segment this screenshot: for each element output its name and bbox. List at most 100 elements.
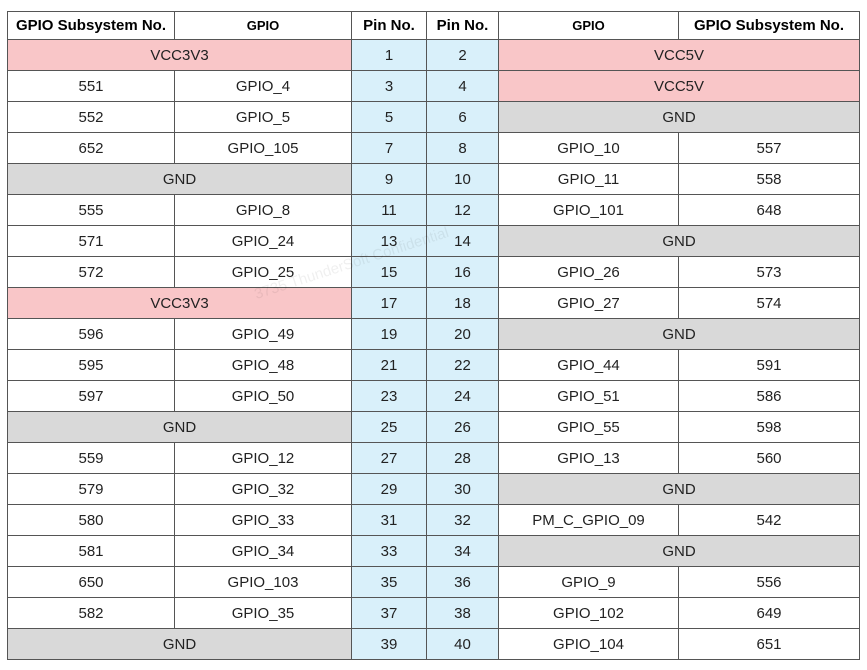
gpio-name-cell: PM_C_GPIO_09: [498, 504, 679, 536]
pin-number-cell: 3: [351, 70, 427, 102]
gpio-name-cell: GPIO_11: [498, 163, 679, 195]
gpio-name-cell: GPIO_55: [498, 411, 679, 443]
pin-number-cell: 28: [426, 442, 499, 474]
pin-number-cell: 31: [351, 504, 427, 536]
gpio-subsystem-cell: 582: [7, 597, 175, 629]
pin-number-cell: 16: [426, 256, 499, 288]
gpio-name-cell: GPIO_49: [174, 318, 352, 350]
header-pin-right: Pin No.: [426, 11, 499, 40]
pin-number-cell: 19: [351, 318, 427, 350]
gpio-name-cell: GPIO_33: [174, 504, 352, 536]
header-gpio-subsystem-left: GPIO Subsystem No.: [7, 11, 175, 40]
table-row: 581 GPIO_34 33 34 GND: [7, 535, 860, 567]
pin-number-cell: 29: [351, 473, 427, 505]
pin-number-cell: 32: [426, 504, 499, 536]
pin-number-cell: 38: [426, 597, 499, 629]
gpio-subsystem-cell: 557: [678, 132, 860, 164]
power-cell: VCC3V3: [7, 287, 352, 319]
gpio-name-cell: GPIO_35: [174, 597, 352, 629]
gpio-subsystem-cell: 551: [7, 70, 175, 102]
pin-number-cell: 20: [426, 318, 499, 350]
gpio-subsystem-cell: 595: [7, 349, 175, 381]
pin-number-cell: 8: [426, 132, 499, 164]
gpio-name-cell: GPIO_51: [498, 380, 679, 412]
gpio-subsystem-cell: 556: [678, 566, 860, 598]
pin-number-cell: 26: [426, 411, 499, 443]
pin-number-cell: 2: [426, 39, 499, 71]
gnd-cell: GND: [7, 628, 352, 660]
pin-number-cell: 30: [426, 473, 499, 505]
gpio-name-cell: GPIO_24: [174, 225, 352, 257]
gnd-cell: GND: [498, 318, 860, 350]
pin-number-cell: 21: [351, 349, 427, 381]
table-row: GND 39 40 GPIO_104 651: [7, 628, 860, 660]
gnd-cell: GND: [498, 473, 860, 505]
pin-number-cell: 15: [351, 256, 427, 288]
table-row: VCC3V3 1 2 VCC5V: [7, 39, 860, 71]
gpio-name-cell: GPIO_4: [174, 70, 352, 102]
table-row: 582 GPIO_35 37 38 GPIO_102 649: [7, 597, 860, 629]
header-gpio-left: GPIO: [174, 11, 352, 40]
gpio-subsystem-cell: 572: [7, 256, 175, 288]
gpio-subsystem-cell: 559: [7, 442, 175, 474]
power-cell: VCC3V3: [7, 39, 352, 71]
gpio-subsystem-cell: 651: [678, 628, 860, 660]
gpio-subsystem-cell: 542: [678, 504, 860, 536]
gpio-subsystem-cell: 581: [7, 535, 175, 567]
pin-number-cell: 22: [426, 349, 499, 381]
pin-number-cell: 36: [426, 566, 499, 598]
gpio-subsystem-cell: 597: [7, 380, 175, 412]
gpio-subsystem-cell: 648: [678, 194, 860, 226]
pin-number-cell: 35: [351, 566, 427, 598]
table-row: 580 GPIO_33 31 32 PM_C_GPIO_09 542: [7, 504, 860, 536]
table-row: 571 GPIO_24 13 14 GND: [7, 225, 860, 257]
gpio-pinout-table: GPIO Subsystem No. GPIO Pin No. Pin No. …: [7, 11, 860, 660]
table-row: GND 25 26 GPIO_55 598: [7, 411, 860, 443]
table-row: 650 GPIO_103 35 36 GPIO_9 556: [7, 566, 860, 598]
gpio-name-cell: GPIO_8: [174, 194, 352, 226]
pin-number-cell: 34: [426, 535, 499, 567]
gpio-name-cell: GPIO_102: [498, 597, 679, 629]
table-row: 597 GPIO_50 23 24 GPIO_51 586: [7, 380, 860, 412]
gpio-subsystem-cell: 591: [678, 349, 860, 381]
gpio-subsystem-cell: 586: [678, 380, 860, 412]
pin-number-cell: 37: [351, 597, 427, 629]
table-row: 572 GPIO_25 15 16 GPIO_26 573: [7, 256, 860, 288]
header-gpio-right: GPIO: [498, 11, 679, 40]
gpio-name-cell: GPIO_32: [174, 473, 352, 505]
gnd-cell: GND: [498, 225, 860, 257]
pin-number-cell: 10: [426, 163, 499, 195]
pin-number-cell: 9: [351, 163, 427, 195]
pin-number-cell: 24: [426, 380, 499, 412]
gpio-subsystem-cell: 571: [7, 225, 175, 257]
gpio-subsystem-cell: 573: [678, 256, 860, 288]
gpio-subsystem-cell: 555: [7, 194, 175, 226]
gpio-name-cell: GPIO_48: [174, 349, 352, 381]
gpio-name-cell: GPIO_12: [174, 442, 352, 474]
power-cell: VCC5V: [498, 39, 860, 71]
table-row: 595 GPIO_48 21 22 GPIO_44 591: [7, 349, 860, 381]
power-cell: VCC5V: [498, 70, 860, 102]
gpio-name-cell: GPIO_105: [174, 132, 352, 164]
gpio-subsystem-cell: 552: [7, 101, 175, 133]
pin-number-cell: 39: [351, 628, 427, 660]
table-row: 596 GPIO_49 19 20 GND: [7, 318, 860, 350]
table-row: 551 GPIO_4 3 4 VCC5V: [7, 70, 860, 102]
gpio-subsystem-cell: 560: [678, 442, 860, 474]
gpio-subsystem-cell: 596: [7, 318, 175, 350]
header-gpio-subsystem-right: GPIO Subsystem No.: [678, 11, 860, 40]
table-row: 652 GPIO_105 7 8 GPIO_10 557: [7, 132, 860, 164]
pin-number-cell: 18: [426, 287, 499, 319]
gnd-cell: GND: [498, 101, 860, 133]
pin-number-cell: 40: [426, 628, 499, 660]
gpio-name-cell: GPIO_44: [498, 349, 679, 381]
gnd-cell: GND: [7, 411, 352, 443]
pin-number-cell: 27: [351, 442, 427, 474]
pin-number-cell: 13: [351, 225, 427, 257]
gpio-name-cell: GPIO_5: [174, 101, 352, 133]
gpio-subsystem-cell: 558: [678, 163, 860, 195]
gpio-subsystem-cell: 650: [7, 566, 175, 598]
pin-number-cell: 1: [351, 39, 427, 71]
table-row: 555 GPIO_8 11 12 GPIO_101 648: [7, 194, 860, 226]
gpio-name-cell: GPIO_103: [174, 566, 352, 598]
